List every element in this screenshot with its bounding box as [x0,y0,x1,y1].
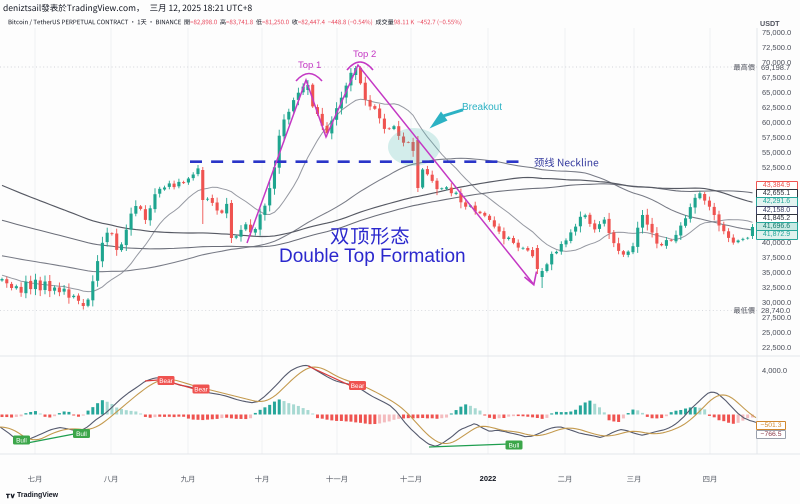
svg-text:Bear: Bear [351,383,365,390]
svg-text:Bull: Bull [16,437,27,444]
svg-text:Bear: Bear [159,378,173,385]
svg-text:Bear: Bear [194,386,208,393]
svg-text:Bull: Bull [76,431,87,438]
svg-text:Bull: Bull [509,442,520,449]
